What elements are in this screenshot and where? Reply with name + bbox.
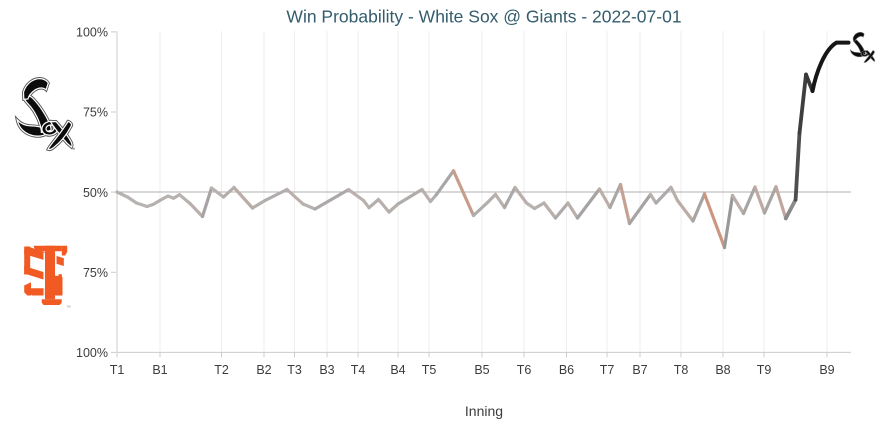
- svg-text:100%: 100%: [76, 346, 108, 360]
- svg-text:T6: T6: [517, 363, 532, 377]
- svg-text:B6: B6: [559, 363, 574, 377]
- svg-text:B2: B2: [256, 363, 271, 377]
- svg-text:B3: B3: [319, 363, 334, 377]
- svg-text:B4: B4: [390, 363, 405, 377]
- svg-text:T8: T8: [674, 363, 689, 377]
- svg-text:™: ™: [66, 305, 71, 311]
- svg-text:T2: T2: [214, 363, 229, 377]
- svg-text:B7: B7: [632, 363, 647, 377]
- svg-text:™: ™: [71, 147, 76, 152]
- svg-text:T7: T7: [600, 363, 615, 377]
- svg-text:T4: T4: [351, 363, 366, 377]
- svg-text:T1: T1: [110, 363, 125, 377]
- svg-text:75%: 75%: [83, 266, 108, 280]
- svg-text:T9: T9: [757, 363, 772, 377]
- svg-text:100%: 100%: [76, 26, 108, 40]
- svg-text:75%: 75%: [83, 106, 108, 120]
- svg-text:B9: B9: [819, 363, 834, 377]
- svg-text:Win Probability - White Sox @: Win Probability - White Sox @ Giants - 2…: [286, 7, 681, 27]
- svg-text:T5: T5: [422, 363, 437, 377]
- svg-text:Inning: Inning: [465, 403, 503, 419]
- svg-text:B8: B8: [715, 363, 730, 377]
- svg-text:T3: T3: [287, 363, 302, 377]
- svg-text:50%: 50%: [83, 186, 108, 200]
- svg-text:B1: B1: [152, 363, 167, 377]
- svg-text:B5: B5: [474, 363, 489, 377]
